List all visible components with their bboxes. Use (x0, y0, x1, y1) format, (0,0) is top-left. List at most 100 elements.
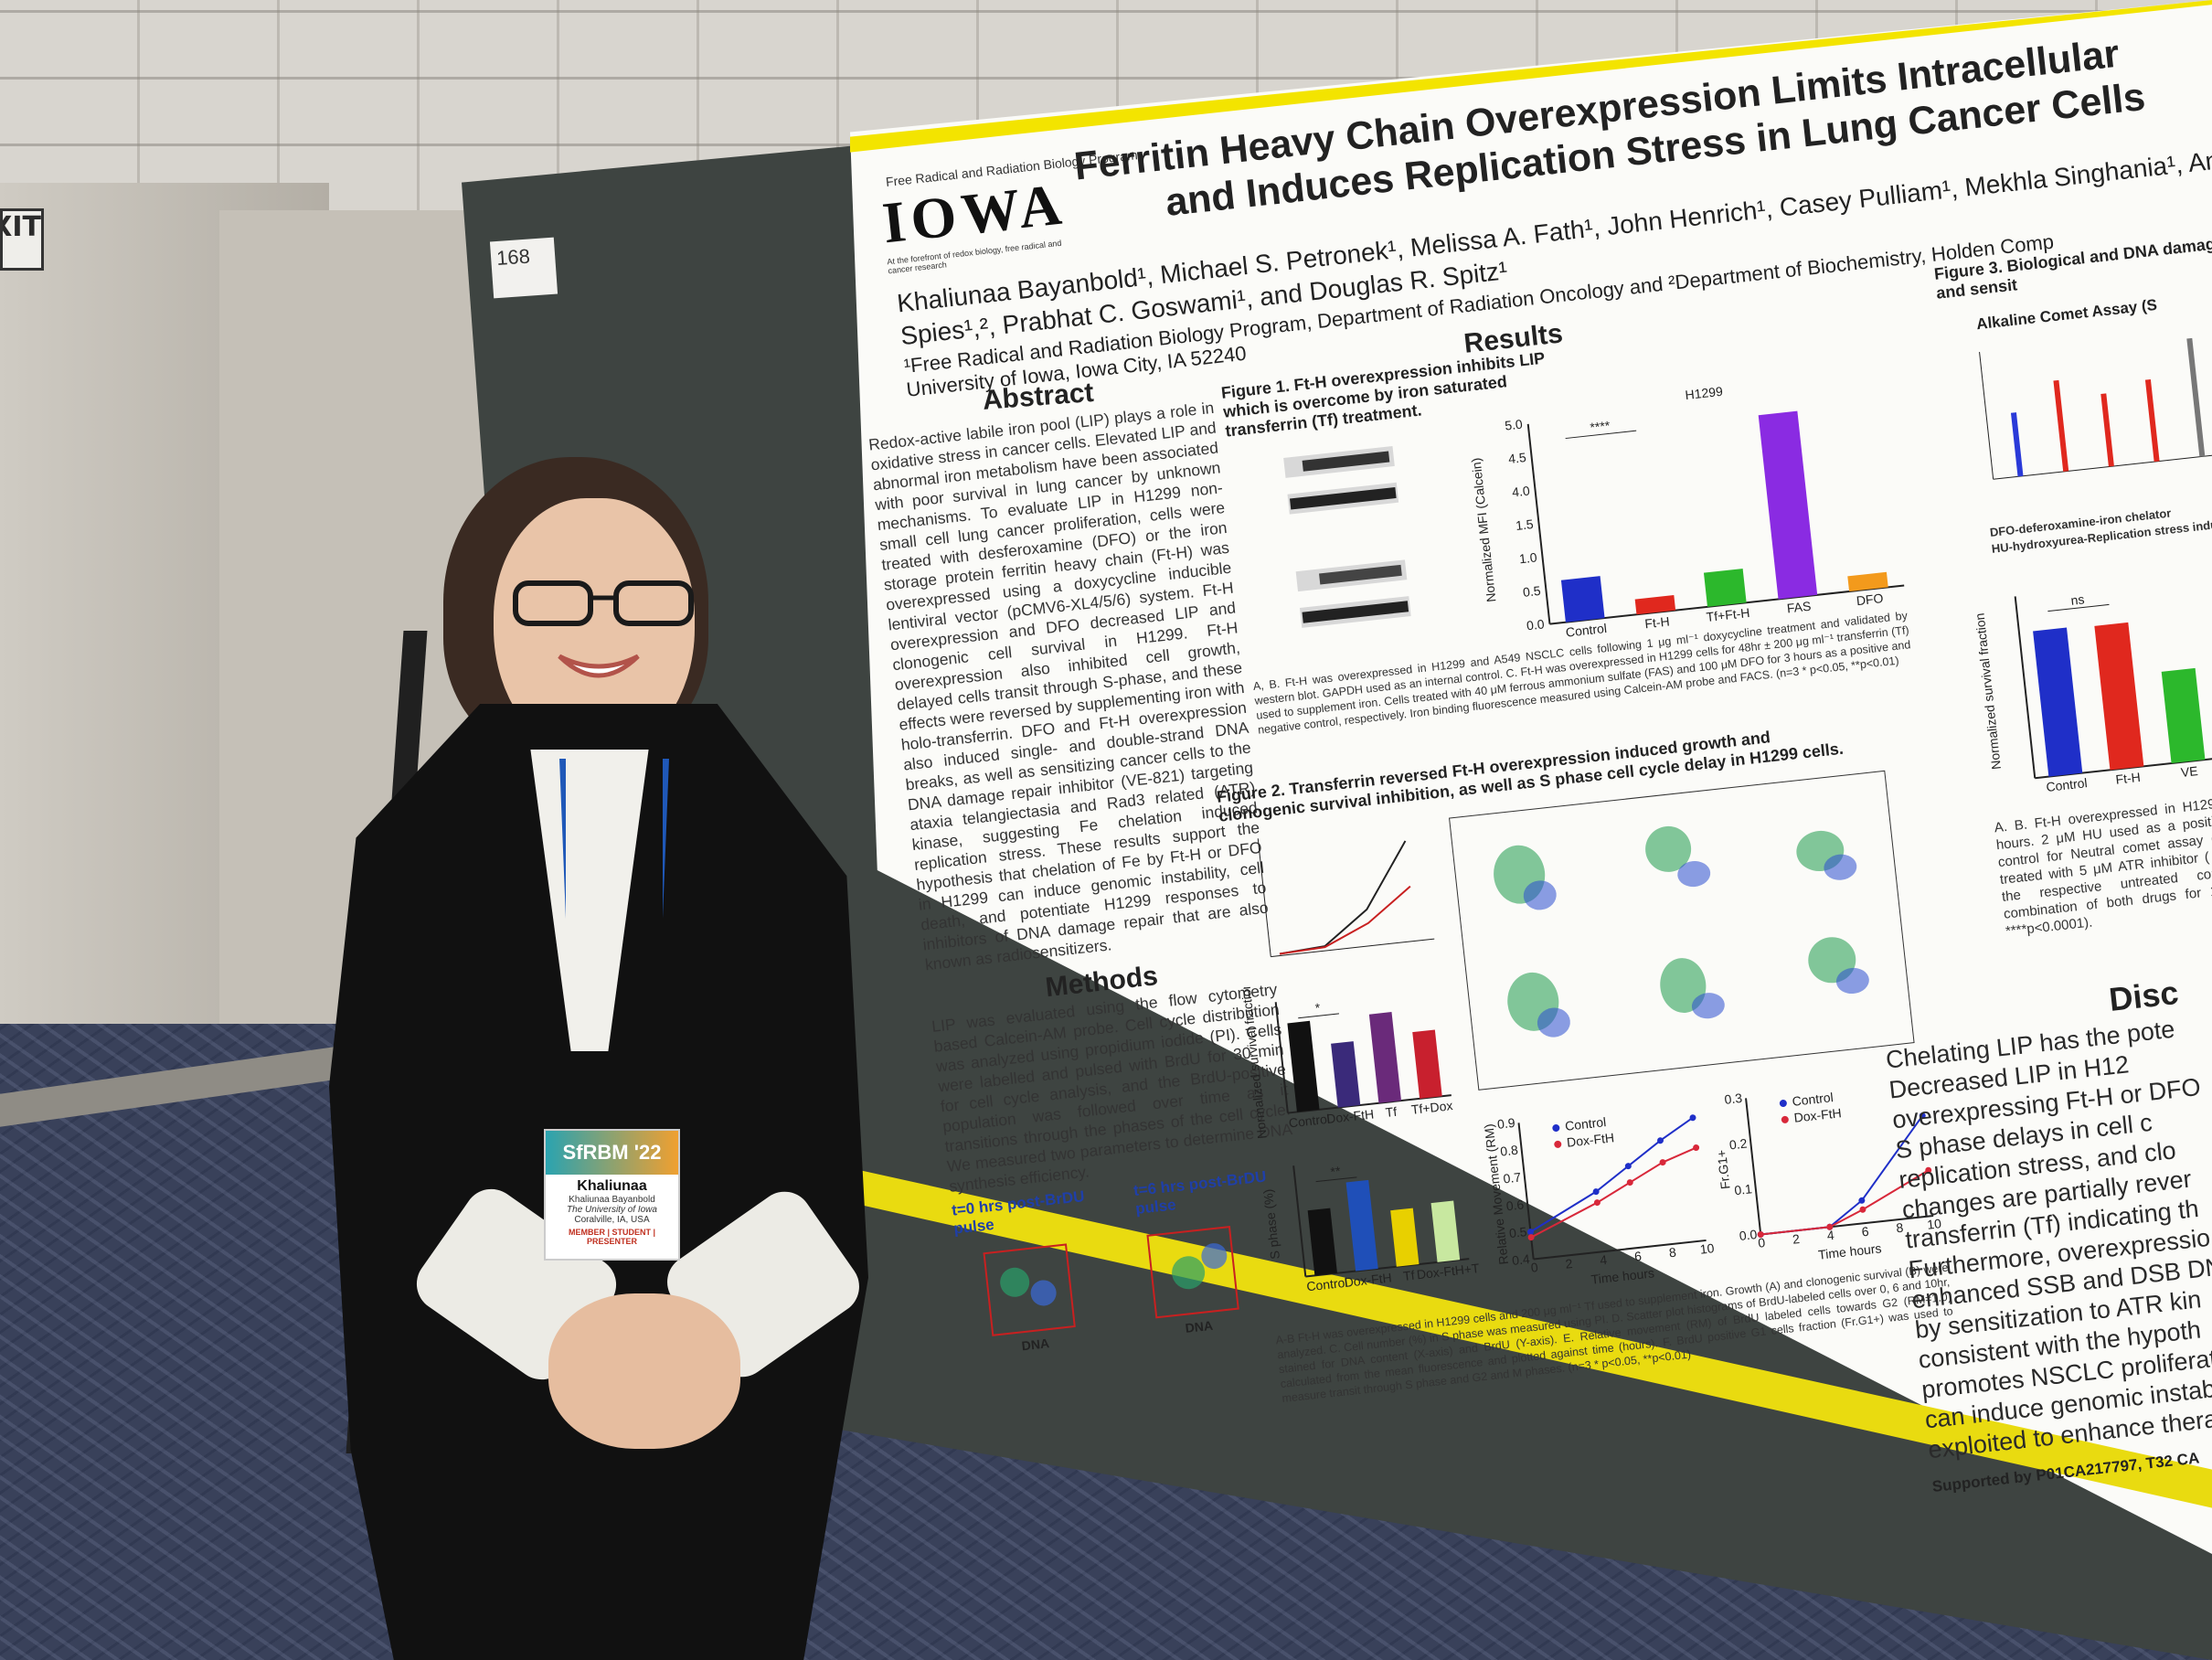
legend-marker (1779, 1099, 1787, 1107)
y-axis (1292, 1165, 1307, 1277)
bar (1390, 1208, 1420, 1267)
x-tick-label: 10 (1699, 1240, 1715, 1257)
data-point (1859, 1206, 1866, 1213)
growth-curve (1257, 838, 1435, 958)
badge-role: MEMBER | STUDENT | PRESENTER (568, 1228, 656, 1246)
x-axis (1287, 1094, 1452, 1114)
discussion-text: Chelating LIP has the pote Decreased LIP … (1885, 1010, 2212, 1466)
data-point (1626, 1179, 1633, 1186)
board-number-tag: 168 (489, 237, 558, 299)
data-point (1593, 1199, 1601, 1207)
data-point (1757, 1230, 1764, 1238)
category-label: Ft-H (2115, 770, 2142, 787)
abstract-text: Redox-active labile iron pool (LIP) play… (867, 398, 1270, 974)
category-label: Tf+Dox (1410, 1098, 1453, 1117)
y-tick-label: 5.0 (1504, 417, 1523, 433)
y-axis (2014, 596, 2037, 779)
bar (1287, 1020, 1320, 1112)
comet-assay-plot (1979, 337, 2212, 480)
bar (1758, 410, 1818, 600)
bar (1307, 1208, 1337, 1276)
bar (1368, 1012, 1402, 1103)
legend-label: Control (1792, 1090, 1834, 1109)
glasses-icon (513, 580, 694, 626)
data-point (1858, 1197, 1866, 1204)
y-axis-label: Fr.G1+ (1714, 1149, 1733, 1190)
x-tick-label: 0 (1530, 1260, 1539, 1275)
badge-full-name: Khaliunaa Bayanbold (569, 1195, 655, 1205)
category-label: VE (2180, 763, 2198, 780)
y-tick-label: 0.8 (1499, 1143, 1518, 1159)
figure2: Figure 2. Transferrin reversed Ft-H over… (1216, 715, 1953, 1405)
western-blot (1283, 446, 1411, 628)
bar (1345, 1179, 1378, 1272)
y-tick-label: 1.0 (1518, 549, 1537, 566)
legend-label: Dox-FtH (1793, 1105, 1843, 1125)
category-label: Control (1565, 621, 1608, 640)
legend-label: Dox-FtH (1566, 1130, 1615, 1150)
y-axis (1745, 1098, 1762, 1235)
bar (1634, 595, 1676, 615)
svg-text:DNA: DNA (1185, 1318, 1214, 1335)
brdu-schematic: DNA DNA (983, 1225, 1239, 1353)
series-line (1760, 1169, 1930, 1236)
x-axis (1533, 1239, 1707, 1261)
svg-text:DNA: DNA (1021, 1335, 1050, 1353)
y-tick-label: 0.2 (1728, 1136, 1748, 1153)
x-tick-label: 0 (1757, 1235, 1766, 1250)
bar (1412, 1029, 1442, 1099)
y-tick-label: 4.5 (1507, 450, 1526, 466)
exit-sign-text: EXIT (3, 211, 41, 243)
x-tick-label: 4 (1599, 1252, 1608, 1268)
significance-label: **** (1590, 418, 1611, 434)
data-point (1527, 1234, 1535, 1241)
category-label: Dox-FtH (1325, 1106, 1375, 1126)
data-point (1689, 1114, 1696, 1122)
bar (1560, 576, 1605, 622)
bar (1430, 1200, 1461, 1262)
y-tick-label: 1.5 (1515, 516, 1534, 533)
x-tick-label: 6 (1861, 1224, 1870, 1240)
category-label: Control (1306, 1275, 1349, 1294)
name-badge: SfRBM '22 Khaliunaa Khaliunaa Bayanbold … (544, 1129, 680, 1261)
legend-label: Control (1564, 1114, 1607, 1133)
discussion-heading: Disc (2107, 973, 2181, 1018)
badge-org: The University of Iowa (567, 1205, 657, 1215)
y-tick-label: 0.7 (1503, 1169, 1522, 1186)
abstract-column: Abstract Redox-active labile iron pool (… (864, 363, 1315, 1379)
data-point (1624, 1163, 1632, 1170)
legend-marker (1781, 1115, 1789, 1123)
chart-title: H1299 (1685, 384, 1724, 402)
category-label: Dox-FtH (1344, 1270, 1393, 1290)
x-axis (1549, 584, 1905, 625)
badge-first-name: Khaliunaa (577, 1178, 647, 1194)
bar (2094, 622, 2144, 771)
bar (1847, 571, 1888, 592)
y-tick-label: 4.0 (1511, 483, 1530, 499)
chart-fr-g1: Time hours Fr.G1+ 0.0 0.1 0.2 0.3 0 2 4 6 8 10 Contr… (1714, 1090, 1942, 1262)
significance-label: ** (1330, 1164, 1342, 1179)
category-label: DFO (1856, 591, 1884, 608)
series-line (1530, 1146, 1696, 1239)
significance-bracket (2047, 603, 2110, 612)
bar (2033, 627, 2083, 777)
significance-label: * (1314, 1000, 1322, 1016)
significance-label: ns (2070, 591, 2085, 608)
y-tick-label: 0.1 (1734, 1181, 1753, 1197)
data-point (1693, 1144, 1700, 1152)
data-point (1659, 1159, 1666, 1166)
x-tick-label: 6 (1633, 1249, 1643, 1264)
y-tick-label: 0.9 (1496, 1115, 1515, 1132)
flow-cytometry-panels (1449, 770, 1915, 1091)
x-tick-label: 8 (1668, 1245, 1677, 1261)
x-tick-label: 8 (1896, 1220, 1905, 1236)
figure1: Figure 1. Ft-H overexpression inhibits L… (1220, 313, 1911, 737)
y-tick-label: 0.0 (1739, 1227, 1758, 1243)
y-axis (1526, 423, 1551, 624)
x-axis-label: Time hours (1590, 1265, 1655, 1286)
data-point (1826, 1223, 1834, 1230)
smile-icon (558, 654, 640, 678)
exit-sign: EXIT (0, 208, 44, 271)
category-label: Dox-FtH+Tf (1416, 1261, 1481, 1282)
